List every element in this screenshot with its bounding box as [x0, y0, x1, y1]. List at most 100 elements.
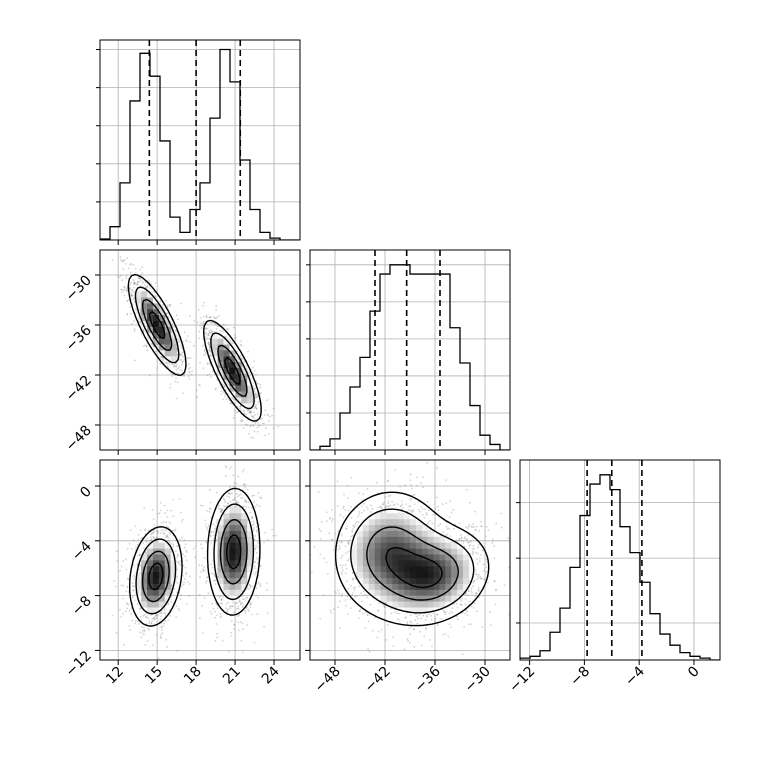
sample-point: [234, 498, 236, 501]
sample-point: [264, 427, 267, 429]
density-shading: [135, 507, 254, 614]
sample-point: [140, 333, 143, 335]
sample-point: [205, 525, 208, 528]
sample-point: [228, 486, 231, 488]
sample-point: [199, 576, 201, 578]
sample-point: [214, 388, 217, 391]
density-cell: [141, 601, 148, 608]
density-cell: [247, 554, 254, 561]
sample-point: [131, 596, 134, 599]
sample-point: [343, 493, 345, 496]
sample-point: [157, 531, 160, 533]
density-cell: [211, 554, 219, 561]
density-cell: [235, 565, 242, 573]
sample-point: [145, 345, 148, 348]
sample-point: [205, 328, 207, 330]
sample-point: [163, 612, 165, 615]
density-cell: [241, 524, 248, 531]
sample-point: [176, 560, 179, 563]
sample-point: [241, 365, 244, 368]
density-cell: [229, 385, 236, 392]
sample-point: [135, 272, 137, 275]
sample-point: [209, 355, 212, 358]
sample-point: [241, 602, 244, 604]
sample-point: [410, 484, 412, 486]
density-cell: [170, 577, 177, 584]
sample-point: [131, 582, 134, 585]
sample-point: [166, 516, 169, 518]
sample-point: [137, 622, 140, 625]
sample-point: [176, 367, 179, 370]
sample-point: [243, 483, 246, 486]
density-cell: [141, 320, 148, 327]
sample-point: [240, 340, 243, 343]
sample-point: [225, 505, 227, 508]
density-cell: [158, 554, 166, 561]
density-cell: [158, 571, 166, 579]
sample-point: [216, 521, 218, 524]
sample-point: [266, 539, 269, 542]
sample-point: [205, 541, 208, 544]
sample-point: [219, 510, 222, 513]
density-cell: [247, 397, 254, 404]
sample-point: [263, 414, 266, 416]
sample-point: [141, 266, 144, 269]
density-cell: [152, 332, 160, 339]
sample-point: [145, 541, 148, 543]
sample-point: [255, 373, 257, 376]
sample-point: [352, 528, 354, 530]
density-cell: [141, 308, 148, 316]
sample-point: [181, 347, 183, 350]
sample-point: [234, 337, 236, 339]
sample-point: [185, 549, 188, 552]
sample-point: [208, 350, 211, 352]
sample-point: [131, 619, 134, 622]
density-cell: [241, 512, 248, 520]
sample-point: [160, 522, 163, 524]
sample-point: [234, 496, 236, 499]
density-cell: [229, 367, 236, 374]
sample-point: [213, 316, 215, 318]
sample-point: [135, 546, 138, 549]
sample-point: [246, 488, 249, 491]
sample-point: [203, 566, 205, 568]
sample-point: [217, 325, 220, 328]
sample-point: [240, 639, 243, 642]
sample-point: [129, 629, 131, 631]
sample-point: [211, 322, 214, 324]
sample-point: [268, 415, 271, 418]
sample-point: [339, 564, 342, 567]
sample-point: [133, 320, 135, 323]
sample-point: [157, 657, 160, 660]
sample-point: [140, 274, 142, 277]
sample-point: [115, 631, 118, 634]
density-cell: [152, 326, 160, 333]
sample-point: [143, 529, 146, 532]
sample-point: [234, 505, 237, 508]
sample-point: [208, 343, 211, 345]
sample-point: [210, 329, 213, 331]
sample-point: [164, 535, 167, 537]
sample-point: [129, 263, 132, 266]
sample-point: [132, 297, 135, 300]
sample-point: [236, 500, 239, 502]
sample-point: [128, 543, 131, 545]
sample-point: [234, 489, 237, 491]
sample-point: [412, 494, 415, 496]
density-cell: [217, 518, 224, 526]
sample-point: [152, 617, 155, 620]
sample-point: [253, 360, 255, 363]
sample-point: [142, 614, 145, 617]
sample-point: [125, 275, 128, 277]
sample-point: [200, 570, 202, 573]
sample-point: [136, 311, 139, 314]
sample-point: [209, 316, 212, 319]
density-cell: [135, 571, 142, 579]
sample-point: [159, 300, 162, 303]
sample-point: [181, 518, 184, 521]
sample-point: [349, 607, 352, 609]
sample-point: [249, 411, 252, 414]
density-cell: [170, 344, 177, 351]
sample-point: [111, 259, 114, 262]
sample-point: [146, 640, 149, 642]
